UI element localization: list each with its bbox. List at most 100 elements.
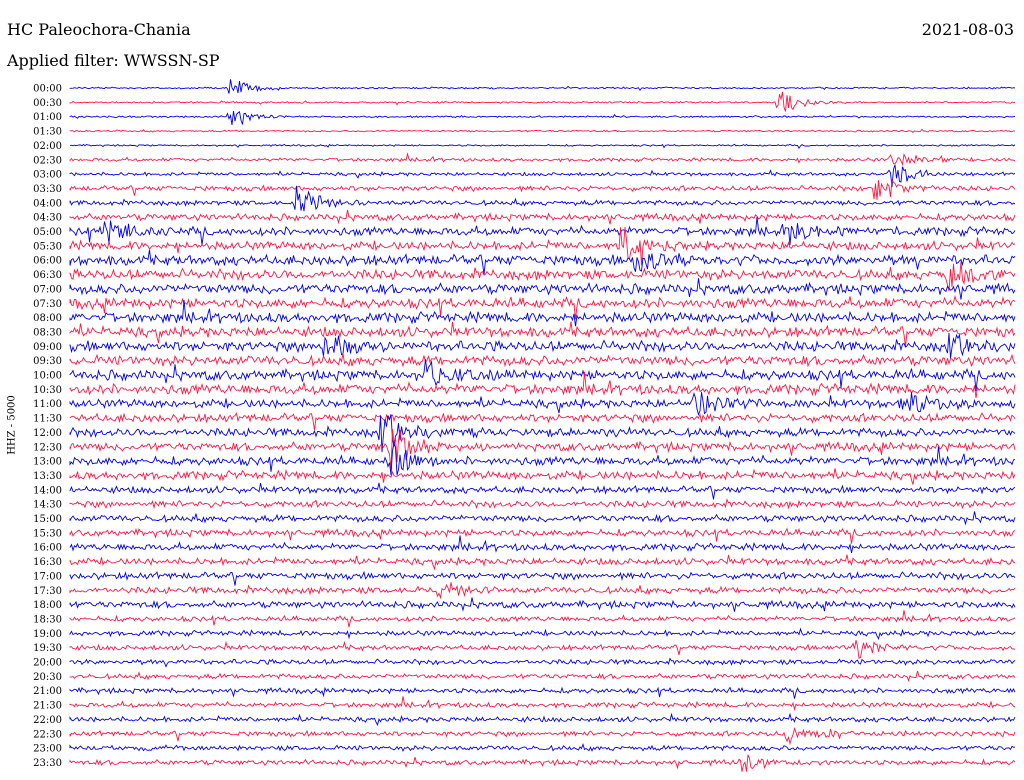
time-tick-label: 20:30 <box>33 672 62 683</box>
time-tick-label: 22:00 <box>33 715 62 726</box>
trace-line <box>69 610 1016 628</box>
trace-line <box>69 179 1016 200</box>
time-tick-label: 23:00 <box>33 744 62 755</box>
time-tick-label: 19:30 <box>33 643 62 654</box>
time-tick-label: 11:30 <box>33 414 62 425</box>
trace-line <box>69 79 1016 94</box>
time-tick-label: 08:30 <box>33 327 62 338</box>
time-tick-label: 19:00 <box>33 629 62 640</box>
time-tick-label: 12:00 <box>33 428 62 439</box>
trace-line <box>69 686 1016 699</box>
trace-line <box>69 696 1016 712</box>
time-tick-label: 09:30 <box>33 356 62 367</box>
trace-line <box>69 164 1016 188</box>
time-tick-label: 11:00 <box>33 399 62 410</box>
station-title: HC Paleochora-Chania <box>7 20 191 39</box>
time-tick-label: 13:30 <box>33 471 62 482</box>
trace-line <box>69 670 1016 682</box>
time-tick-label: 02:00 <box>33 141 62 152</box>
time-tick-label: 04:00 <box>33 198 62 209</box>
trace-line <box>69 640 1016 659</box>
time-tick-label: 23:30 <box>33 758 62 769</box>
trace-line <box>69 359 1016 392</box>
trace-line <box>69 657 1016 668</box>
time-tick-label: 17:30 <box>33 586 62 597</box>
time-tick-label: 21:00 <box>33 686 62 697</box>
time-tick-label: 16:00 <box>33 543 62 554</box>
trace-line <box>69 295 1016 320</box>
trace-line <box>69 582 1016 600</box>
time-tick-label: 10:00 <box>33 371 62 382</box>
trace-line <box>69 391 1016 416</box>
trace-line <box>69 249 1016 275</box>
trace-line <box>69 414 1016 453</box>
time-tick-label: 04:30 <box>33 213 62 224</box>
time-tick-label: 16:30 <box>33 557 62 568</box>
time-tick-label: 01:00 <box>33 112 62 123</box>
trace-line <box>69 712 1016 727</box>
time-tick-label: 00:00 <box>33 84 62 95</box>
trace-line <box>69 482 1016 500</box>
trace-line <box>69 527 1016 544</box>
time-tick-label: 17:00 <box>33 571 62 582</box>
trace-line <box>69 412 1016 431</box>
time-tick-label: 07:30 <box>33 299 62 310</box>
trace-line <box>69 227 1016 266</box>
time-tick-label: 15:30 <box>33 528 62 539</box>
time-tick-label: 05:30 <box>33 241 62 252</box>
trace-line <box>69 300 1016 327</box>
trace-line <box>69 143 1016 149</box>
trace-line <box>69 278 1016 300</box>
date-label: 2021-08-03 <box>921 20 1014 39</box>
trace-line <box>69 209 1016 225</box>
time-tick-label: 14:00 <box>33 485 62 496</box>
trace-line <box>69 261 1016 292</box>
trace-line <box>69 128 1016 134</box>
time-tick-label: 20:00 <box>33 658 62 669</box>
trace-line <box>69 185 1016 212</box>
trace-line <box>69 371 1016 398</box>
trace-line <box>69 216 1016 246</box>
time-tick-label: 06:30 <box>33 270 62 281</box>
time-tick-label: 12:30 <box>33 442 62 453</box>
time-tick-label: 03:30 <box>33 184 62 195</box>
time-tick-label: 07:00 <box>33 284 62 295</box>
trace-line <box>69 535 1016 553</box>
time-tick-label: 14:30 <box>33 500 62 511</box>
trace-line <box>69 627 1016 641</box>
trace-line <box>69 91 1015 112</box>
time-tick-label: 05:00 <box>33 227 62 238</box>
trace-line <box>69 554 1016 571</box>
trace-line <box>69 332 1016 359</box>
filter-label: Applied filter: WWSSN-SP <box>7 51 220 70</box>
time-tick-label: 06:00 <box>33 256 62 267</box>
time-tick-label: 13:00 <box>33 457 62 468</box>
trace-line <box>69 321 1016 347</box>
trace-line <box>69 742 1016 752</box>
time-tick-label: 21:30 <box>33 701 62 712</box>
trace-line <box>69 726 1016 746</box>
time-tick-label: 03:00 <box>33 170 62 181</box>
time-tick-label: 02:30 <box>33 155 62 166</box>
trace-line <box>69 152 1016 166</box>
trace-line <box>69 498 1016 510</box>
time-tick-label: 18:00 <box>33 600 62 611</box>
trace-line <box>69 441 1016 476</box>
trace-line <box>69 110 1016 125</box>
time-tick-label: 08:00 <box>33 313 62 324</box>
time-tick-label: 00:30 <box>33 98 62 109</box>
trace-line <box>69 468 1016 485</box>
trace-line <box>69 353 1016 368</box>
trace-line <box>69 597 1016 612</box>
trace-line <box>69 429 1016 470</box>
trace-line <box>69 754 1016 772</box>
time-tick-label: 15:00 <box>33 514 62 525</box>
trace-line <box>69 511 1016 526</box>
time-tick-label: 01:30 <box>33 127 62 138</box>
time-tick-label: 22:30 <box>33 729 62 740</box>
time-tick-label: 10:30 <box>33 385 62 396</box>
trace-line <box>69 570 1016 586</box>
time-tick-label: 09:00 <box>33 342 62 353</box>
time-tick-label: 18:30 <box>33 614 62 625</box>
